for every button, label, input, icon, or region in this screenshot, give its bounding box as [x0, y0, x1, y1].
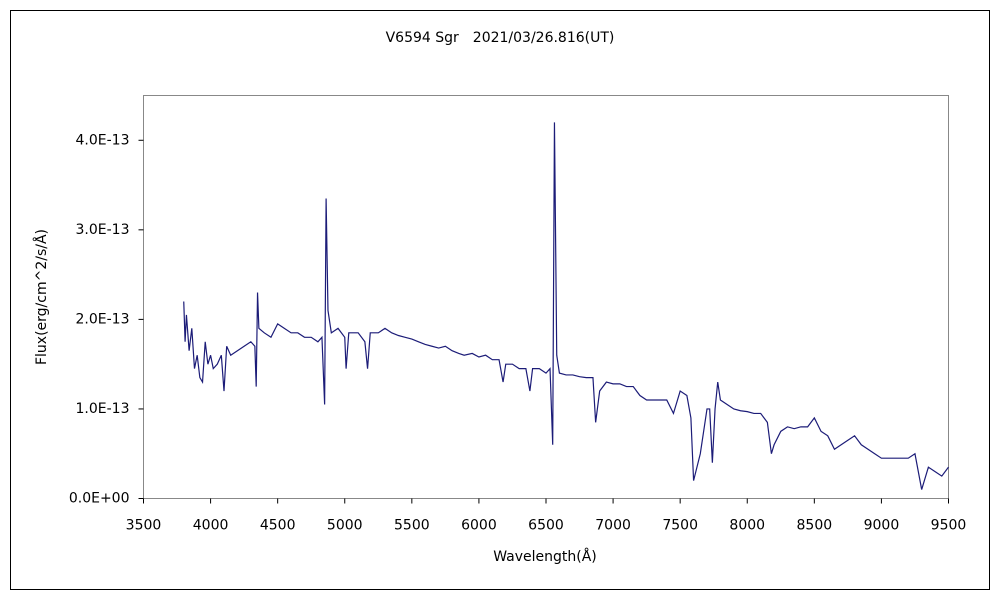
x-tick-label: 5000 [327, 518, 363, 534]
y-tick-label: 0.0E+00 [69, 491, 130, 507]
x-tick-label: 4500 [260, 518, 296, 534]
x-tick-label: 9500 [931, 518, 967, 534]
x-axis-label: Wavelength(Å) [493, 548, 597, 565]
y-tick-label: 4.0E-13 [76, 132, 130, 148]
y-axis-label: Flux(erg/cm^2/s/Å) [33, 229, 50, 365]
y-tick-label: 1.0E-13 [76, 401, 130, 417]
x-tick-label: 6500 [528, 518, 564, 534]
x-tick-label: 7000 [595, 518, 631, 534]
x-tick-label: 9000 [864, 518, 900, 534]
y-tick-label: 3.0E-13 [76, 222, 130, 238]
x-tick-label: 8000 [729, 518, 765, 534]
x-tick-label: 4000 [193, 518, 229, 534]
plot-area [143, 95, 949, 499]
x-tick-label: 3500 [126, 518, 162, 534]
y-tick-label: 2.0E-13 [76, 311, 130, 327]
spectrum-line [183, 122, 949, 490]
chart-title: V6594 Sgr 2021/03/26.816(UT) [386, 30, 615, 46]
x-tick-label: 6000 [461, 518, 497, 534]
x-tick-label: 8500 [797, 518, 833, 534]
x-tick-label: 5500 [394, 518, 430, 534]
x-tick-label: 7500 [662, 518, 698, 534]
